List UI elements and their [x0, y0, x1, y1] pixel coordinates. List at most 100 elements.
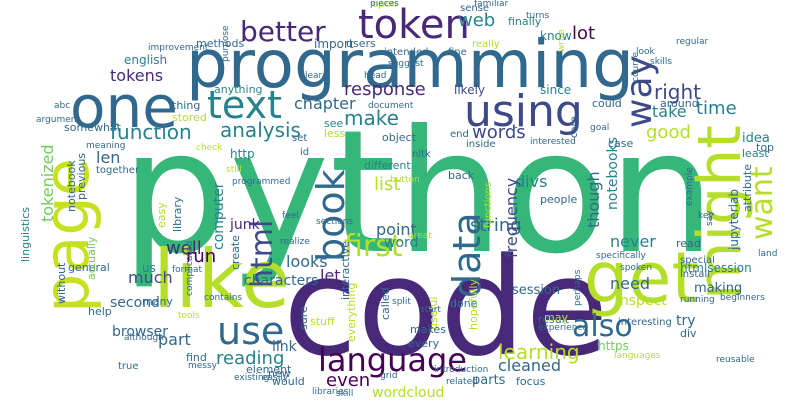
cloud-word: pieces — [370, 0, 399, 9]
cloud-word: suggest — [388, 59, 424, 69]
cloud-word: would — [272, 375, 305, 388]
cloud-word: messy — [188, 361, 218, 371]
cloud-word: meaning — [86, 141, 126, 151]
cloud-word: people — [540, 193, 578, 206]
cloud-word: related — [446, 377, 478, 387]
cloud-word: stuff — [310, 315, 335, 328]
cloud-word: existing — [234, 373, 270, 383]
cloud-word: inspect — [616, 293, 667, 309]
cloud-word: end — [450, 129, 469, 140]
cloud-word: called — [379, 287, 392, 320]
cloud-word: find — [186, 351, 207, 364]
cloud-word: like — [153, 233, 291, 326]
cloud-word: back — [448, 169, 475, 182]
cloud-word: know — [540, 29, 572, 43]
cloud-word: tokenized — [38, 144, 57, 222]
cloud-word: learning — [498, 340, 580, 364]
cloud-word: open — [372, 0, 397, 10]
cloud-word: run — [186, 246, 217, 267]
cloud-word: familiar — [474, 0, 509, 9]
cloud-word: key — [698, 211, 714, 221]
cloud-word: though — [584, 171, 603, 228]
cloud-word: say — [705, 210, 715, 226]
cloud-word: stored — [172, 111, 207, 124]
cloud-word: feel — [282, 211, 299, 221]
cloud-word: text — [207, 83, 282, 127]
cloud-word: perhaps — [573, 269, 583, 306]
cloud-word: goal — [590, 123, 610, 133]
cloud-word: languages — [614, 351, 661, 361]
cloud-word: split — [392, 297, 411, 307]
cloud-word: token — [358, 2, 470, 48]
cloud-word: programmed — [232, 177, 291, 187]
cloud-word: len — [96, 148, 121, 167]
cloud-word: example — [685, 167, 695, 206]
cloud-word: write — [557, 29, 567, 52]
cloud-word: much — [128, 268, 173, 287]
cloud-word: top — [756, 141, 775, 154]
cloud-word: chapter — [294, 94, 356, 113]
cloud-word: case — [608, 137, 634, 150]
cloud-word: users — [346, 37, 376, 50]
cloud-word: true — [118, 361, 139, 372]
cloud-word: try — [676, 313, 696, 329]
cloud-word: get — [584, 237, 699, 319]
cloud-word: idea — [742, 131, 770, 146]
cloud-word: object — [382, 131, 416, 144]
cloud-word: making — [694, 281, 743, 296]
cloud-word: improvement — [148, 43, 209, 53]
cloud-word: browser — [112, 324, 169, 340]
cloud-word: sense — [460, 3, 490, 14]
cloud-word: linguistics — [19, 207, 32, 262]
cloud-word: also — [572, 309, 633, 344]
cloud-word: looks — [286, 252, 328, 271]
cloud-word: really — [472, 39, 500, 50]
cloud-word: id — [300, 147, 310, 158]
cloud-word: general — [68, 261, 110, 274]
cloud-word: methods — [196, 37, 245, 50]
cloud-word: although — [124, 333, 164, 343]
cloud-word: clear — [300, 71, 323, 81]
cloud-word: words — [472, 122, 526, 143]
cloud-word: contains — [204, 293, 243, 303]
cloud-word: link — [272, 339, 297, 355]
cloud-word: make — [344, 106, 399, 130]
cloud-word: better — [240, 15, 326, 48]
cloud-word: frequency — [502, 177, 521, 258]
cloud-word: response — [344, 79, 426, 100]
cloud-word: actually — [85, 236, 98, 280]
cloud-word: finally — [508, 15, 542, 28]
cloud-word: time — [696, 98, 737, 119]
cloud-word: turns — [526, 11, 550, 21]
cloud-word: without — [55, 262, 68, 304]
cloud-word: easily — [262, 373, 289, 383]
cloud-word: argument — [36, 115, 81, 125]
cloud-word: divs — [515, 172, 548, 191]
cloud-word: realize — [280, 237, 310, 247]
cloud-word: makes — [410, 323, 446, 336]
cloud-word: never — [610, 232, 656, 251]
cloud-word: create — [229, 235, 242, 270]
cloud-word: language — [318, 341, 467, 379]
cloud-word: element — [246, 363, 292, 376]
cloud-word: characters — [244, 273, 319, 289]
cloud-word: second — [110, 295, 160, 311]
cloud-word: use — [217, 309, 285, 353]
cloud-word: english — [124, 53, 168, 67]
cloud-word: parts — [472, 373, 506, 388]
cloud-word: lot — [572, 23, 596, 44]
cloud-word: result — [538, 313, 570, 326]
cloud-word: many — [142, 295, 173, 308]
cloud-word: document — [368, 101, 414, 111]
cloud-word: junk — [230, 217, 260, 233]
cloud-word: right — [654, 80, 701, 104]
cloud-word: part — [158, 330, 191, 349]
cloud-word: care — [569, 116, 580, 138]
cloud-word: tokens — [110, 66, 164, 85]
cloud-word: need — [610, 274, 650, 293]
cloud-word: together — [96, 165, 140, 176]
cloud-word: easy — [155, 202, 168, 228]
cloud-word: list — [374, 174, 401, 195]
cloud-word: well — [166, 238, 202, 259]
cloud-word: libraries — [312, 387, 349, 397]
